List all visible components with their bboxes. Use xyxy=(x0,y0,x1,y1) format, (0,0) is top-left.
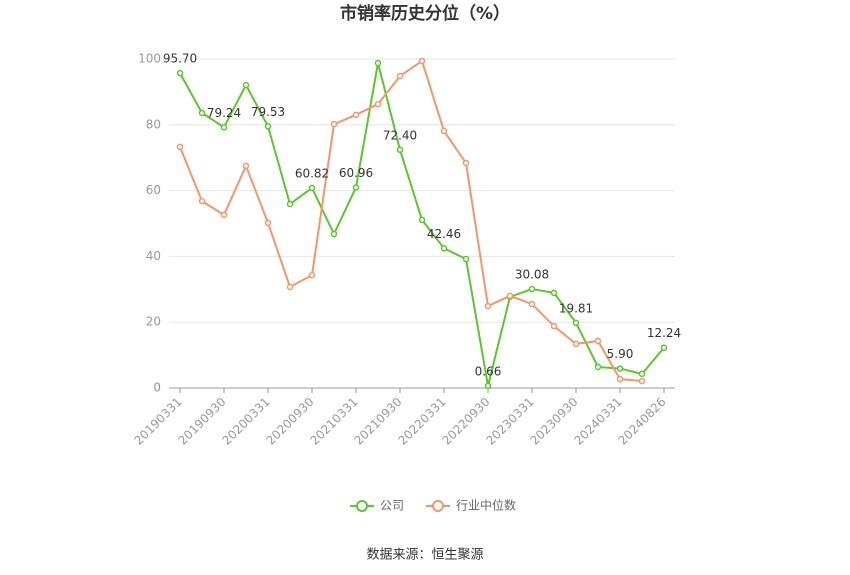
point xyxy=(638,377,646,385)
data-label: 79.24 xyxy=(207,106,241,120)
data-label: 95.70 xyxy=(163,52,197,66)
data-label: 12.24 xyxy=(647,326,681,340)
point xyxy=(550,322,558,330)
point xyxy=(440,127,448,135)
point xyxy=(308,271,316,279)
legend-marker xyxy=(356,500,368,512)
data-label: 5.90 xyxy=(607,347,634,361)
point xyxy=(330,120,338,128)
point xyxy=(242,162,250,170)
point xyxy=(484,302,492,310)
point xyxy=(198,197,206,205)
point xyxy=(374,100,382,108)
point xyxy=(396,146,404,154)
data-label: 30.08 xyxy=(515,268,549,282)
y-tick-label: 40 xyxy=(146,249,161,263)
data-label: 19.81 xyxy=(559,301,593,315)
point xyxy=(220,211,228,219)
legend-label: 行业中位数 xyxy=(456,498,516,513)
point xyxy=(286,200,294,208)
point xyxy=(572,319,580,327)
point xyxy=(572,340,580,348)
y-tick-label: 100 xyxy=(138,52,161,66)
point xyxy=(660,344,668,351)
data-label: 42.46 xyxy=(427,227,461,241)
data-label: 79.53 xyxy=(251,105,285,119)
point xyxy=(594,337,602,345)
legend-label: 公司 xyxy=(380,499,404,513)
point xyxy=(220,124,228,131)
point xyxy=(352,111,360,119)
legend-marker xyxy=(432,500,445,512)
point xyxy=(550,289,558,297)
point xyxy=(198,109,206,117)
point xyxy=(528,300,536,308)
point xyxy=(594,363,602,371)
chart-title: 市销率历史分位（%） xyxy=(340,3,510,24)
data-label: 60.82 xyxy=(295,166,329,180)
point xyxy=(242,81,250,89)
point xyxy=(462,255,470,263)
point xyxy=(418,216,426,224)
point xyxy=(440,245,448,252)
point xyxy=(484,382,492,390)
data-label: 0.66 xyxy=(475,364,502,378)
x-tick-label: 20240826 xyxy=(616,395,669,448)
data-label: 72.40 xyxy=(383,128,417,142)
point xyxy=(638,370,646,378)
point xyxy=(286,283,294,291)
point xyxy=(374,59,382,67)
y-tick-label: 80 xyxy=(146,117,161,131)
point xyxy=(352,184,360,191)
series-line xyxy=(179,59,643,383)
point xyxy=(396,72,404,80)
data-label: 60.96 xyxy=(339,166,373,180)
point xyxy=(616,365,624,372)
point xyxy=(462,159,470,167)
y-tick-label: 0 xyxy=(153,381,161,395)
source: 数据来源：恒生聚源 xyxy=(366,548,483,563)
point xyxy=(528,285,536,293)
point xyxy=(264,123,272,130)
point xyxy=(506,292,514,300)
point xyxy=(264,219,272,227)
point xyxy=(308,184,316,192)
point xyxy=(176,69,184,77)
point xyxy=(418,57,426,65)
point xyxy=(176,143,184,151)
y-tick-label: 20 xyxy=(146,315,161,329)
point xyxy=(330,230,338,238)
point xyxy=(616,375,624,383)
y-tick-label: 60 xyxy=(146,183,161,197)
